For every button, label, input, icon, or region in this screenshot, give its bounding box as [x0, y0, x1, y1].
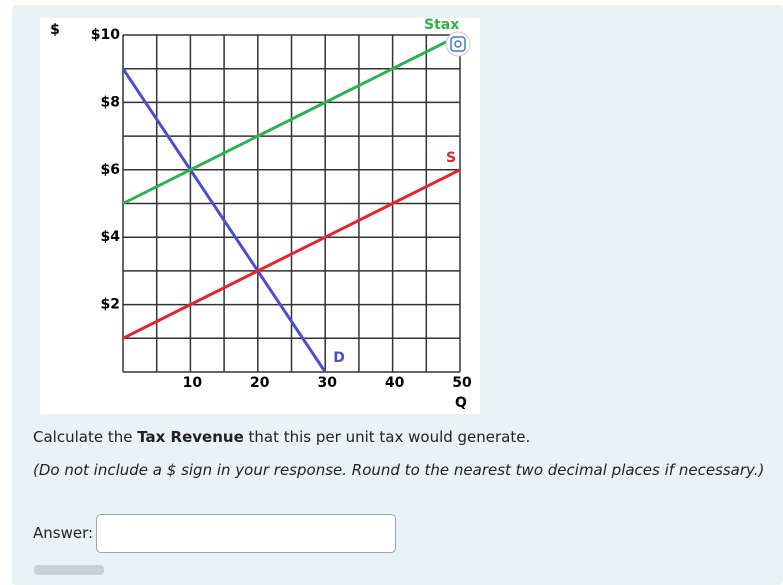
series-line [122, 168, 461, 340]
answer-input[interactable] [96, 514, 396, 553]
question-part: Calculate the [33, 428, 138, 446]
question-part: that this per unit tax would generate. [243, 428, 531, 446]
series-line [121, 67, 327, 373]
check-button[interactable] [34, 565, 104, 575]
zoom-icon[interactable] [445, 31, 471, 57]
series-line [122, 33, 461, 205]
series-label: D [333, 350, 345, 366]
y-tick-label: $6 [101, 162, 120, 178]
y-tick-label: $2 [101, 297, 120, 313]
y-tick-label: $10 [91, 27, 120, 43]
question-text: Calculate the Tax Revenue that this per … [33, 428, 530, 446]
series-label: Stax [424, 17, 459, 33]
question-bold: Tax Revenue [137, 428, 244, 446]
x-tick-label: 20 [250, 375, 270, 391]
chart-background [40, 18, 480, 414]
series-label: S [446, 150, 456, 166]
x-tick-label: 10 [183, 375, 203, 391]
y-tick-label: $4 [101, 229, 121, 245]
x-tick-label: 30 [317, 375, 337, 391]
chart: $ Q 10 20 30 40 50 $2 $4 $6 $8 $10 D Stax S [40, 17, 480, 414]
x-tick-label: 50 [452, 375, 472, 391]
y-axis-label: $ [50, 22, 60, 38]
x-tick-label: 40 [385, 375, 405, 391]
page: $ Q 10 20 30 40 50 $2 $4 $6 $8 $10 D Stax S Calculat… [12, 5, 783, 585]
question-note: (Do not include a $ sign in your respons… [33, 461, 765, 479]
y-tick-label: $8 [101, 94, 120, 110]
answer-label: Answer: [33, 524, 94, 542]
x-axis-label: Q [455, 395, 467, 411]
